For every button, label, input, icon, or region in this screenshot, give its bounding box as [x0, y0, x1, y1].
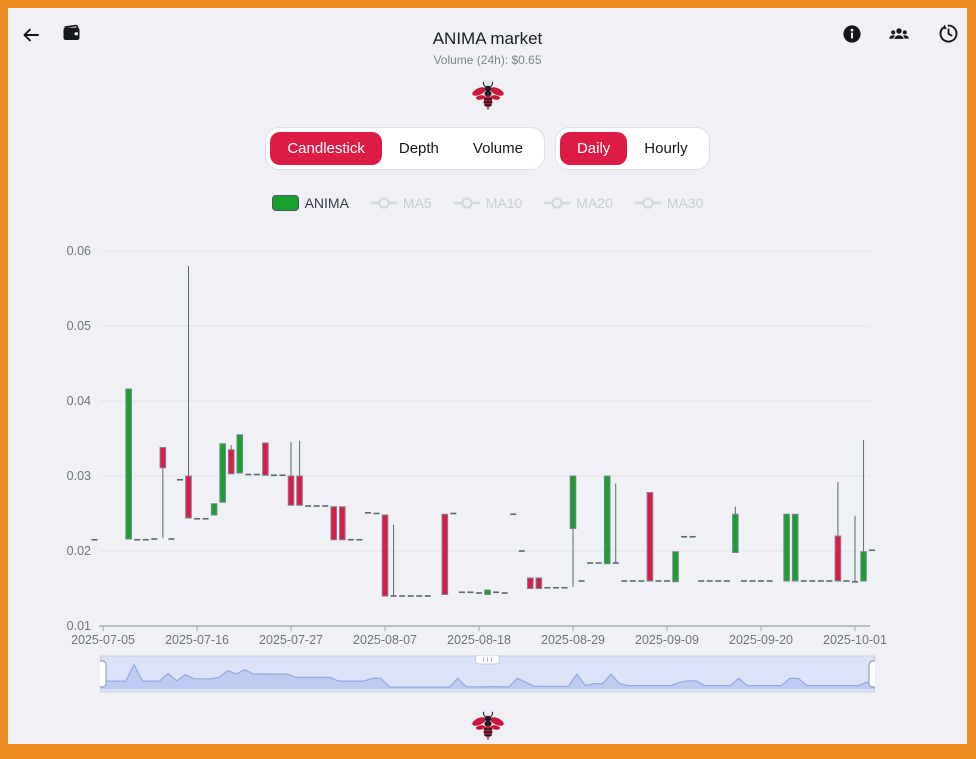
legend-label: ANIMA — [304, 195, 349, 211]
line-marker-icon — [634, 197, 661, 209]
interval-hourly-button[interactable]: Hourly — [627, 132, 704, 165]
wallet-icon — [61, 23, 82, 47]
legend-label: MA10 — [485, 195, 523, 211]
chart-type-candlestick-button[interactable]: Candlestick — [270, 132, 382, 165]
legend-item-ma10[interactable]: MA10 — [453, 195, 523, 211]
back-button[interactable] — [18, 23, 44, 49]
chart-toolbar: Candlestick Depth Volume Daily Hourly — [8, 127, 967, 170]
chart-type-volume-button[interactable]: Volume — [456, 132, 540, 165]
zoom-preview-line — [100, 663, 876, 688]
legend-item-ma20[interactable]: MA20 — [544, 195, 613, 211]
svg-text:0.05: 0.05 — [67, 319, 91, 333]
users-button[interactable] — [886, 22, 912, 48]
legend-item-ma30[interactable]: MA30 — [634, 195, 704, 211]
volume-24h-label: Volume (24h): $0.65 — [433, 53, 542, 67]
history-button[interactable] — [935, 22, 961, 48]
line-marker-icon — [544, 197, 571, 209]
line-marker-icon — [370, 197, 397, 209]
bee-icon — [471, 81, 504, 110]
interval-daily-button[interactable]: Daily — [559, 132, 628, 165]
candlestick-chart[interactable]: 0.01 0.02 0.03 0.04 0.05 0.06 2025-07-05 2025-0… — [8, 244, 967, 647]
data-zoom-canvas[interactable] — [96, 654, 879, 693]
data-zoom-slider[interactable] — [96, 654, 879, 693]
bee-logo-top — [8, 80, 967, 110]
svg-text:2025-09-20: 2025-09-20 — [729, 633, 793, 647]
legend-label: MA30 — [666, 195, 704, 211]
svg-text:0.02: 0.02 — [67, 544, 91, 558]
candlestick-chart-canvas[interactable]: 0.01 0.02 0.03 0.04 0.05 0.06 2025-07-05 2025-0… — [8, 244, 967, 647]
bee-logo-bottom — [8, 710, 967, 740]
svg-text:2025-10-01: 2025-10-01 — [823, 633, 887, 647]
history-clock-icon — [938, 23, 959, 47]
zoom-handle-left — [96, 660, 107, 688]
back-arrow-icon — [21, 25, 41, 48]
svg-text:0.03: 0.03 — [67, 469, 91, 483]
legend-item-anima[interactable]: ANIMA — [271, 195, 349, 211]
svg-text:2025-07-05: 2025-07-05 — [71, 633, 135, 647]
chart-type-depth-button[interactable]: Depth — [382, 132, 456, 165]
legend-label: MA5 — [402, 195, 432, 211]
svg-text:0.06: 0.06 — [67, 245, 91, 258]
svg-text:2025-08-29: 2025-08-29 — [541, 633, 605, 647]
info-icon — [842, 24, 862, 47]
svg-text:2025-08-07: 2025-08-07 — [353, 633, 417, 647]
users-group-icon — [888, 23, 910, 48]
line-marker-icon — [453, 197, 480, 209]
svg-text:2025-08-18: 2025-08-18 — [447, 633, 511, 647]
zoom-preview-area — [100, 664, 875, 689]
svg-text:0.01: 0.01 — [67, 619, 91, 633]
app-content: ANIMA market Volume (24h): $0.65 — [8, 8, 967, 744]
anima-series-swatch — [271, 195, 299, 211]
wallet-button[interactable] — [58, 22, 84, 48]
page-title: ANIMA market — [432, 29, 543, 48]
svg-text:0.04: 0.04 — [67, 394, 91, 408]
svg-text:2025-09-09: 2025-09-09 — [635, 633, 699, 647]
info-button[interactable] — [839, 22, 865, 48]
bee-icon — [471, 711, 504, 740]
legend-item-ma5[interactable]: MA5 — [370, 195, 432, 211]
interval-group: Daily Hourly — [554, 127, 710, 170]
chart-legend: ANIMA MA5 MA10 MA20 MA30 — [8, 195, 967, 211]
zoom-handle-right — [868, 660, 879, 688]
svg-text:2025-07-16: 2025-07-16 — [165, 633, 229, 647]
svg-text:2025-07-27: 2025-07-27 — [259, 633, 323, 647]
legend-label: MA20 — [576, 195, 613, 211]
chart-type-group: Candlestick Depth Volume — [265, 127, 545, 170]
zoom-grip — [475, 654, 500, 665]
